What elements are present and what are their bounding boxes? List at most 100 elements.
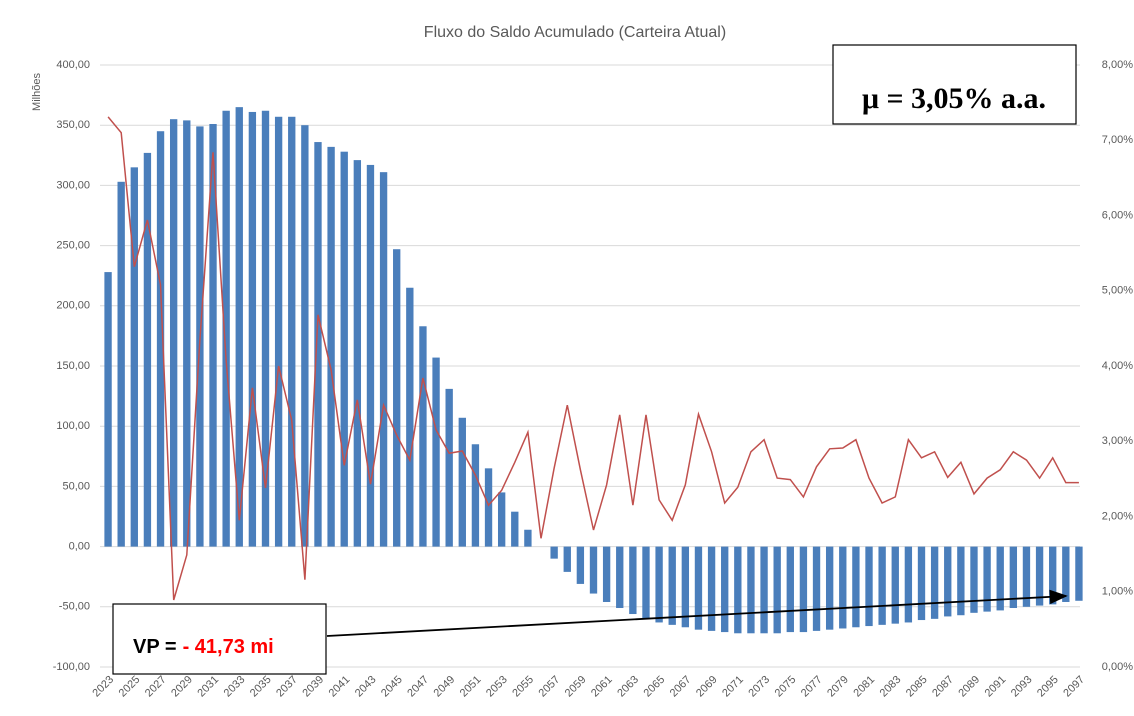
bar	[616, 546, 624, 609]
bar	[314, 142, 322, 547]
x-tick-label: 2087	[930, 674, 956, 700]
bar	[707, 546, 716, 631]
x-tick-label: 2027	[143, 674, 169, 700]
plot-area: -100,00 -50,00 0,00 50,00 100,00 150,00 200,00…	[53, 59, 1134, 700]
bar	[773, 546, 781, 634]
x-tick-label: 2077	[799, 674, 825, 700]
x-tick-label: 2093	[1009, 674, 1035, 700]
chart-title: Fluxo do Saldo Acumulado (Carteira Atual…	[424, 24, 726, 41]
bar	[353, 160, 362, 547]
bar	[419, 326, 427, 547]
bar	[668, 546, 676, 625]
y-tick-label: 250,00	[56, 240, 90, 252]
bar	[1035, 546, 1044, 606]
line	[107, 116, 1079, 601]
x-tick-label: 2047	[405, 674, 431, 700]
bar	[655, 546, 663, 623]
bar	[721, 546, 729, 633]
bar	[642, 546, 650, 619]
bar	[222, 110, 230, 547]
bar	[524, 529, 532, 547]
y2-tick-label: 0,00%	[1102, 661, 1133, 673]
y-tick-label: -100,00	[53, 661, 90, 673]
x-tick-label: 2091	[983, 674, 1009, 700]
x-tick-label: 2043	[353, 674, 379, 700]
bar	[104, 272, 112, 547]
bar	[379, 172, 388, 547]
x-tick-label: 2073	[746, 674, 772, 700]
bar	[1075, 546, 1083, 601]
bar	[1049, 546, 1057, 605]
y2-tick-label: 5,00%	[1102, 285, 1133, 297]
x-tick-label: 2067	[668, 674, 694, 700]
bar	[248, 111, 257, 547]
y2-tick-label: 3,00%	[1102, 435, 1133, 447]
bar	[288, 116, 296, 547]
y2-tick-label: 7,00%	[1102, 134, 1133, 146]
bar	[694, 546, 703, 630]
bar	[970, 546, 978, 613]
annotation-arrow	[326, 589, 1068, 637]
bar	[760, 546, 768, 634]
bar	[629, 546, 637, 615]
x-tick-label: 2089	[956, 674, 982, 700]
bar	[957, 546, 965, 616]
x-tick-label: 2053	[484, 674, 510, 700]
x-tick-label: 2045	[379, 674, 405, 700]
bar	[458, 417, 466, 547]
y-tick-label: 100,00	[56, 420, 90, 432]
bar	[183, 120, 191, 547]
x-tick-label: 2037	[274, 674, 300, 700]
x-tick-label: 2079	[825, 674, 851, 700]
bar	[169, 119, 178, 547]
bar	[747, 546, 755, 634]
y-tick-label: 350,00	[56, 119, 90, 131]
bar	[944, 546, 952, 617]
annotation-box	[832, 44, 1077, 125]
bar	[445, 388, 453, 547]
x-tick-label: 2065	[641, 674, 667, 700]
annotation-label: VP =	[133, 636, 177, 658]
bar	[589, 546, 598, 594]
x-tick-label: 2035	[248, 674, 274, 700]
bar	[327, 146, 335, 547]
bar	[1022, 546, 1031, 607]
bar	[852, 546, 860, 628]
bar	[865, 546, 873, 627]
x-tick-label: 2083	[878, 674, 904, 700]
y-axis-label: Milhões	[31, 73, 43, 111]
bar	[681, 546, 690, 628]
y2-tick-label: 6,00%	[1102, 209, 1133, 221]
x-tick-label: 2085	[904, 674, 930, 700]
bar	[825, 546, 834, 630]
bar	[930, 546, 939, 619]
bar	[734, 546, 742, 634]
bar	[274, 116, 283, 547]
x-tick-label: 2049	[432, 674, 458, 700]
y-tick-label: 0,00	[69, 541, 90, 553]
y-tick-label: 400,00	[56, 59, 90, 71]
bar	[1062, 546, 1070, 602]
bar	[511, 511, 519, 547]
x-tick-label: 2033	[222, 674, 248, 700]
x-tick-label: 2031	[195, 674, 221, 700]
bar	[143, 152, 152, 547]
x-tick-label: 2041	[327, 674, 353, 700]
x-tick-label: 2075	[773, 674, 799, 700]
bar	[550, 546, 558, 559]
y-tick-label: 300,00	[56, 179, 90, 191]
annotation: μ = 3,05% a.a.	[862, 82, 1046, 115]
bar	[301, 125, 309, 547]
annotation: VP = - 41,73 mi	[133, 636, 274, 658]
bar	[1009, 546, 1018, 609]
bar	[786, 546, 794, 633]
x-tick-label: 2023	[90, 674, 116, 700]
bar	[563, 546, 571, 572]
bar	[209, 123, 217, 547]
x-tick-label: 2055	[510, 674, 536, 700]
bar	[497, 492, 506, 547]
bar	[917, 546, 926, 621]
bar	[432, 357, 440, 547]
bar	[117, 181, 125, 547]
